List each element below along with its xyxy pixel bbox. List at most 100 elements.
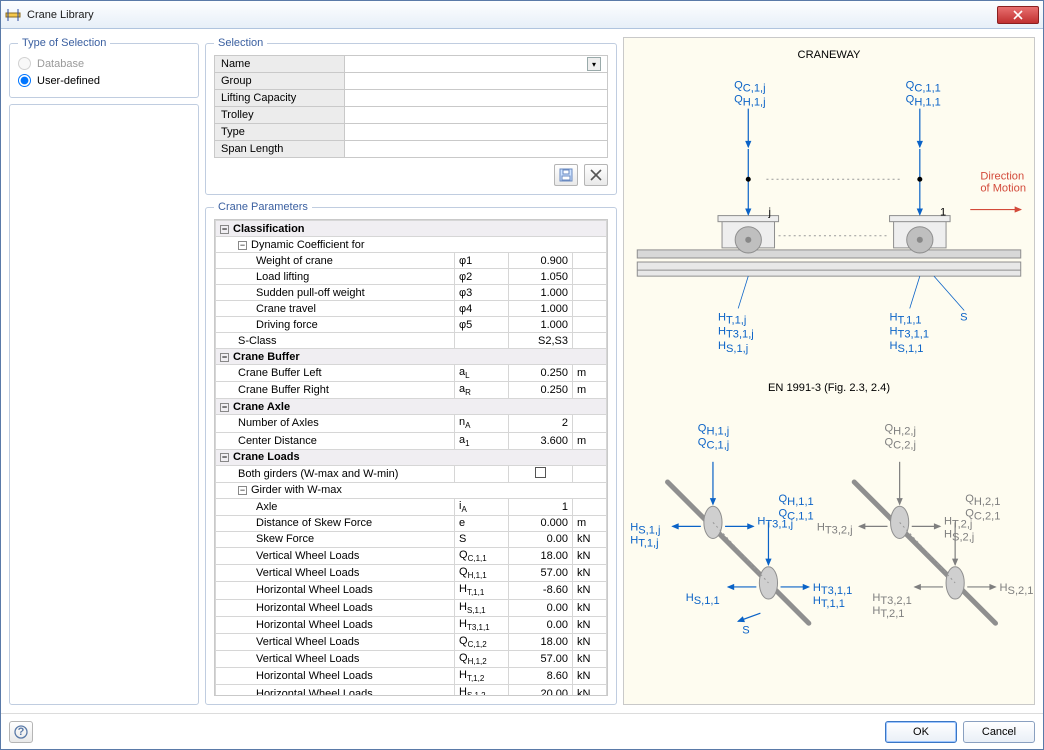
titlebar: Crane Library <box>1 1 1043 29</box>
svg-text:S: S <box>960 312 967 324</box>
chevron-down-icon[interactable]: ▾ <box>587 57 601 71</box>
name-dropdown[interactable]: ▾ <box>351 57 601 71</box>
param-row: Sudden pull-off weightφ31.000 <box>216 285 607 301</box>
param-label: Center Distance <box>216 432 455 449</box>
param-value[interactable]: 0.250 <box>509 382 573 399</box>
selection-toolbar <box>214 158 608 186</box>
param-unit: kN <box>573 531 607 547</box>
param-value[interactable]: 57.00 <box>509 565 573 582</box>
param-unit: kN <box>573 668 607 685</box>
parameters-table: −Classification−Dynamic Coefficient forW… <box>215 220 607 696</box>
selection-value[interactable] <box>345 73 608 90</box>
ok-button[interactable]: OK <box>885 721 957 743</box>
param-unit <box>573 415 607 432</box>
param-label: Vertical Wheel Loads <box>216 547 455 564</box>
selection-value[interactable] <box>345 90 608 107</box>
collapse-icon[interactable]: − <box>238 486 247 495</box>
selection-row-type: Type <box>215 124 608 141</box>
param-row: Distance of Skew Forcee0.000m <box>216 515 607 531</box>
type-selection-radio[interactable] <box>18 74 31 87</box>
param-section-label: −Classification <box>216 221 607 237</box>
selection-legend: Selection <box>214 37 267 49</box>
parameters-scroll[interactable]: −Classification−Dynamic Coefficient forW… <box>214 219 608 696</box>
crane-parameters-legend: Crane Parameters <box>214 201 312 213</box>
param-unit: kN <box>573 685 607 696</box>
selection-label: Lifting Capacity <box>215 90 345 107</box>
param-value[interactable]: 2 <box>509 415 573 432</box>
svg-text:j: j <box>767 207 770 219</box>
help-button[interactable]: ? <box>9 721 33 743</box>
param-value[interactable]: 1.000 <box>509 301 573 317</box>
param-row: Horizontal Wheel LoadsHT,1,28.60kN <box>216 668 607 685</box>
param-unit: kN <box>573 547 607 564</box>
close-button[interactable] <box>997 6 1039 24</box>
param-row: −Classification <box>216 221 607 237</box>
param-unit: kN <box>573 582 607 599</box>
param-subsection-label: −Dynamic Coefficient for <box>216 237 607 253</box>
collapse-icon[interactable]: − <box>220 353 229 362</box>
param-row: AxleiA1 <box>216 498 607 515</box>
type-selection-label: User-defined <box>37 75 100 87</box>
param-unit: kN <box>573 633 607 650</box>
dialog-body: Type of Selection DatabaseUser-defined S… <box>1 29 1043 713</box>
param-value[interactable]: 1.000 <box>509 285 573 301</box>
save-crane-button[interactable] <box>554 164 578 186</box>
type-of-selection-legend: Type of Selection <box>18 37 110 49</box>
collapse-icon[interactable]: − <box>220 225 229 234</box>
param-value[interactable]: 0.250 <box>509 365 573 382</box>
param-row: −Crane Loads <box>216 449 607 465</box>
param-symbol: φ4 <box>455 301 509 317</box>
selection-row-name: Name▾ <box>215 56 608 73</box>
cancel-button[interactable]: Cancel <box>963 721 1035 743</box>
svg-text:S: S <box>742 624 749 636</box>
param-section-label: −Crane Axle <box>216 399 607 415</box>
param-unit <box>573 285 607 301</box>
param-value[interactable]: 0.900 <box>509 253 573 269</box>
app-icon <box>5 7 21 23</box>
param-symbol <box>455 333 509 349</box>
param-label: Horizontal Wheel Loads <box>216 685 455 696</box>
selection-group: Selection Name▾GroupLifting CapacityTrol… <box>205 37 617 195</box>
param-row: Driving forceφ51.000 <box>216 317 607 333</box>
param-value[interactable]: 0.000 <box>509 515 573 531</box>
param-unit <box>573 253 607 269</box>
param-value[interactable]: 0.00 <box>509 599 573 616</box>
param-value[interactable]: 0.00 <box>509 616 573 633</box>
collapse-icon[interactable]: − <box>220 453 229 462</box>
param-value[interactable]: 18.00 <box>509 633 573 650</box>
param-symbol: QH,1,1 <box>455 565 509 582</box>
param-value[interactable]: 1.000 <box>509 317 573 333</box>
param-symbol: HS,1,2 <box>455 685 509 696</box>
svg-text:CRANEWAY: CRANEWAY <box>798 49 861 61</box>
collapse-icon[interactable]: − <box>238 241 247 250</box>
selection-value[interactable] <box>345 107 608 124</box>
collapse-icon[interactable]: − <box>220 403 229 412</box>
selection-value[interactable] <box>345 141 608 158</box>
param-symbol <box>455 465 509 482</box>
param-row: −Dynamic Coefficient for <box>216 237 607 253</box>
param-row: Center Distancea13.600m <box>216 432 607 449</box>
param-value[interactable]: 1 <box>509 498 573 515</box>
crane-parameters-group: Crane Parameters −Classification−Dynamic… <box>205 201 617 705</box>
param-value[interactable]: S2,S3 <box>509 333 573 349</box>
param-value[interactable]: -8.60 <box>509 582 573 599</box>
type-selection-user-defined[interactable]: User-defined <box>18 72 190 89</box>
param-value[interactable]: 8.60 <box>509 668 573 685</box>
param-unit <box>573 498 607 515</box>
param-unit <box>573 333 607 349</box>
param-value[interactable]: 20.00 <box>509 685 573 696</box>
param-value[interactable]: 57.00 <box>509 651 573 668</box>
selection-value[interactable]: ▾ <box>345 56 608 73</box>
param-label: Driving force <box>216 317 455 333</box>
both-girders-checkbox[interactable] <box>535 467 546 478</box>
param-label: Crane travel <box>216 301 455 317</box>
selection-value[interactable] <box>345 124 608 141</box>
param-value[interactable]: 0.00 <box>509 531 573 547</box>
param-value[interactable]: 18.00 <box>509 547 573 564</box>
param-value[interactable]: 3.600 <box>509 432 573 449</box>
param-value[interactable] <box>509 465 573 482</box>
delete-crane-button[interactable] <box>584 164 608 186</box>
param-row: Horizontal Wheel LoadsHS,1,220.00kN <box>216 685 607 696</box>
param-label: Axle <box>216 498 455 515</box>
param-value[interactable]: 1.050 <box>509 269 573 285</box>
